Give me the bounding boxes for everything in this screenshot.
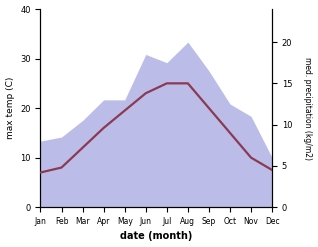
- Y-axis label: med. precipitation (kg/m2): med. precipitation (kg/m2): [303, 57, 313, 160]
- X-axis label: date (month): date (month): [120, 231, 192, 242]
- Y-axis label: max temp (C): max temp (C): [5, 77, 15, 139]
